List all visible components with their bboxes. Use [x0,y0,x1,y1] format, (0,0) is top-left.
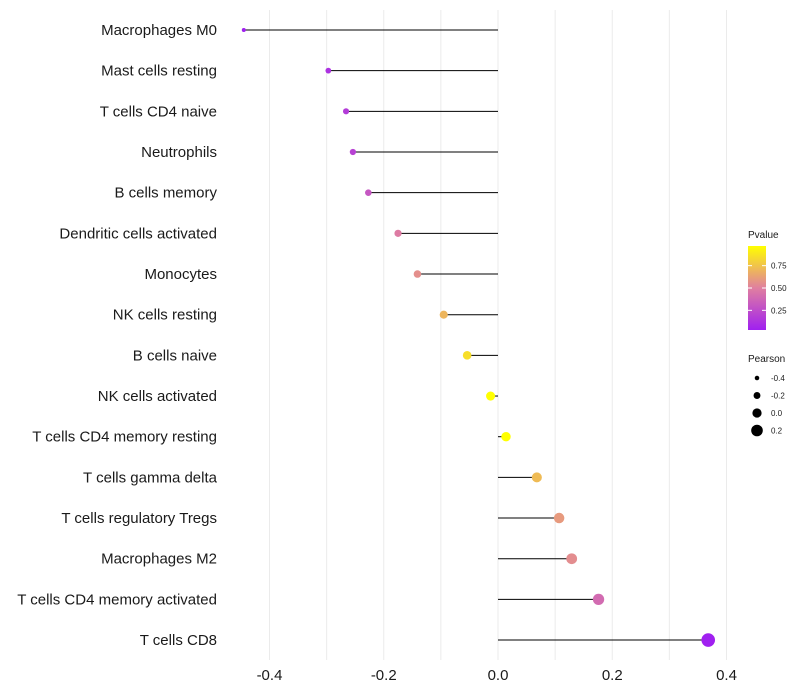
category-label: Macrophages M2 [101,551,217,568]
color-legend-ticks: 0.25 0.50 0.75 [748,262,787,315]
color-legend-label: 0.25 [771,306,787,315]
size-legend-label: 0.0 [771,409,783,418]
x-tick-labels: -0.4 -0.2 0.0 0.2 0.4 [257,667,737,684]
size-legend-key [754,375,760,381]
category-label: Macrophages M0 [101,22,217,39]
category-label: T cells CD4 memory resting [32,429,217,446]
size-legend-title: Pearson [748,354,785,365]
category-label: Neutrophils [141,144,217,161]
category-label: T cells regulatory Tregs [61,510,217,527]
x-tick-label: 0.4 [716,667,737,684]
data-point [531,472,542,483]
data-point [349,148,357,156]
size-legend-label: 0.2 [771,427,783,436]
category-label: T cells CD4 naive [100,103,217,120]
color-legend-bar [748,246,766,330]
category-label: T cells CD8 [140,632,217,649]
size-legend-key [751,424,763,437]
data-point [325,67,332,74]
data-point [553,512,565,524]
category-label: B cells memory [114,185,217,202]
size-legend-label: -0.2 [771,392,785,401]
data-point [342,108,350,115]
data-point [486,391,496,401]
category-label: Dendritic cells activated [59,225,217,242]
size-legend-label: -0.4 [771,374,785,383]
size-legend-key [753,392,761,399]
category-label: Mast cells resting [101,63,217,80]
category-label: NK cells resting [113,307,217,324]
stems [243,29,709,641]
size-legend-key [752,408,762,418]
x-tick-label: -0.4 [257,667,283,684]
color-legend-label: 0.50 [771,284,787,293]
category-labels: Macrophages M0 Mast cells resting T cells … [17,22,217,649]
data-point [462,351,472,360]
category-label: NK cells activated [98,388,217,405]
data-point [413,270,422,278]
category-label: T cells gamma delta [83,469,218,486]
category-label: B cells naive [133,347,217,364]
category-label: T cells CD4 memory activated [17,591,217,608]
points [241,28,716,647]
grid-lines [269,10,727,660]
data-point [365,189,372,196]
color-legend-title: Pvalue [748,230,779,241]
data-point [566,553,578,565]
data-point [394,229,402,237]
x-tick-label: 0.0 [488,667,509,684]
color-legend-label: 0.75 [771,262,787,271]
data-point [439,310,448,319]
x-tick-label: -0.2 [371,667,397,684]
category-label: Monocytes [144,266,217,283]
data-point [592,593,605,606]
size-legend-keys: -0.4 -0.2 0.0 0.2 [751,374,785,437]
data-point [701,633,716,647]
data-point [241,28,246,32]
data-point [501,431,511,442]
legend: Pvalue 0.25 0.50 0.75 Pearson -0.4 -0.2 0.0 0… [748,230,787,437]
x-tick-label: 0.2 [602,667,623,684]
